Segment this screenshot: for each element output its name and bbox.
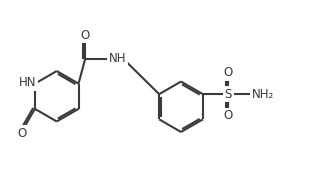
Text: NH: NH [109,52,127,65]
Text: O: O [18,127,27,140]
Text: S: S [224,88,232,101]
Text: HN: HN [19,76,36,89]
Text: O: O [223,66,233,79]
Text: NH₂: NH₂ [252,88,274,101]
Text: O: O [223,109,233,122]
Text: O: O [80,29,90,42]
